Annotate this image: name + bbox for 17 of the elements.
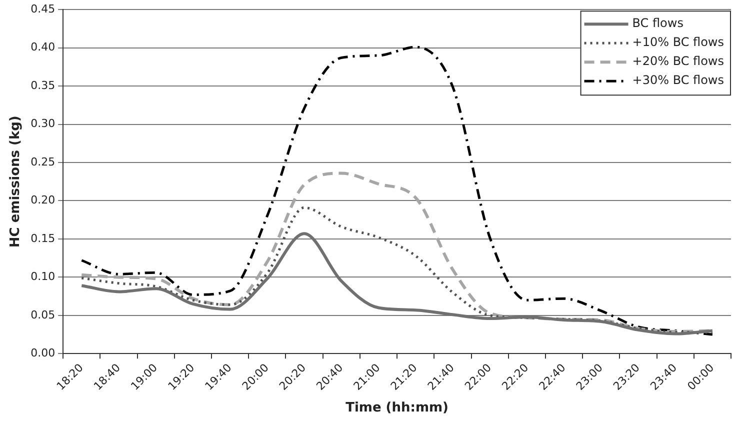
legend-label: +20% BC flows: [632, 54, 724, 68]
legend-label: +30% BC flows: [632, 73, 724, 88]
legend-label: BC flows: [632, 16, 684, 30]
y-tick-label: 0.00: [30, 346, 56, 360]
y-tick-label: 0.20: [30, 194, 56, 207]
y-tick-label: 0.10: [30, 270, 56, 284]
y-tick-label: 0.45: [30, 2, 56, 16]
y-tick-label: 0.40: [30, 40, 56, 54]
y-axis-title: HC emissions (kg): [8, 116, 24, 248]
y-tick-label: 0.05: [30, 308, 56, 322]
x-axis-title: Time (hh:mm): [346, 400, 448, 416]
y-tick-label: 0.15: [30, 232, 56, 245]
legend-label: +10% BC flows: [632, 35, 724, 50]
line-series: [80, 206, 714, 334]
y-tick-label: 0.35: [30, 78, 56, 92]
y-tick-label: 0.30: [30, 117, 56, 130]
y-tick-label: 0.25: [30, 155, 56, 168]
